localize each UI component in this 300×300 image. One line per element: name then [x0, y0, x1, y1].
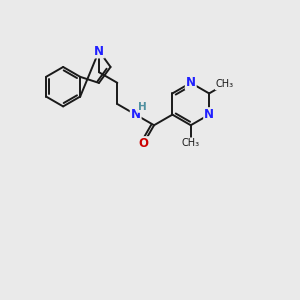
Text: N: N: [94, 44, 104, 58]
Text: N: N: [186, 76, 196, 89]
Text: H: H: [138, 102, 146, 112]
Text: N: N: [204, 108, 214, 121]
Text: N: N: [131, 108, 141, 121]
Text: CH₃: CH₃: [216, 80, 234, 89]
Text: CH₃: CH₃: [182, 138, 200, 148]
Text: O: O: [138, 137, 148, 150]
